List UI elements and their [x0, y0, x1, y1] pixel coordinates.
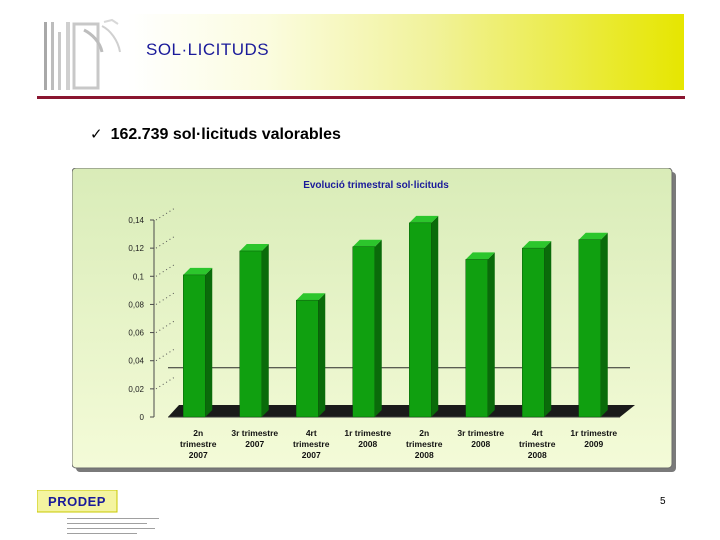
x-tick-label: 2n trimestre 2007: [180, 428, 217, 460]
chart-bar-front: [578, 239, 601, 418]
chart-title: Evolució trimestral sol·licituds: [303, 180, 449, 191]
chart-bar-top: [239, 243, 269, 251]
x-tick-label-line: 2n: [419, 428, 429, 438]
chart-bar: [183, 267, 213, 418]
x-tick-label-line: 2007: [302, 450, 321, 460]
page-title: SOL·LICITUDS: [146, 40, 270, 59]
x-tick-label-line: 2007: [189, 450, 208, 460]
chart-bar: [352, 239, 382, 418]
x-tick-label-line: 2007: [245, 439, 264, 449]
chart-bar-side: [487, 252, 495, 417]
y-tick-label: 0,1: [133, 272, 145, 281]
chart-bar-front: [296, 299, 319, 418]
x-tick-label: 1r trimestre 2008: [344, 428, 391, 449]
x-tick-label-line: 1r trimestre: [570, 428, 617, 438]
x-tick-label-line: 2n: [193, 428, 203, 438]
x-tick-label-line: trimestre: [180, 439, 217, 449]
institution-logo-icon: [44, 18, 121, 90]
x-tick-label: 4rt trimestre 2008: [519, 428, 556, 460]
x-tick-label-line: 2008: [358, 439, 377, 449]
x-tick-label-line: trimestre: [406, 439, 443, 449]
x-tick-label: 1r trimestre 2009: [570, 428, 617, 449]
prodep-logo-icon: PRODEP: [37, 490, 159, 534]
y-tick-label: 0,08: [128, 300, 144, 309]
chart-bar-side: [544, 241, 552, 417]
x-tick-label-line: 4rt: [532, 428, 543, 438]
chart-bar: [522, 241, 552, 418]
chart-bar: [239, 243, 269, 418]
chart-bar-front: [409, 222, 432, 418]
page-number: 5: [660, 496, 666, 507]
chart-bar-side: [318, 293, 326, 417]
header-band: [128, 14, 684, 90]
chart-bar-side: [431, 215, 439, 417]
chart-bar-top: [296, 293, 326, 301]
chart-bar-top: [578, 232, 608, 240]
chart-bar-top: [522, 241, 552, 249]
chart-bar-top: [465, 252, 495, 260]
chart-bar-front: [239, 250, 262, 418]
chart-floor: [168, 405, 635, 417]
x-tick-label-line: 2008: [415, 450, 434, 460]
chart-bar: [578, 232, 608, 418]
x-tick-label-line: 3r trimestre: [457, 428, 504, 438]
prodep-logo-text: PRODEP: [48, 494, 106, 509]
chart-bar-side: [261, 243, 269, 417]
chart-bar-front: [522, 247, 545, 418]
chart-bar-side: [374, 239, 382, 417]
checkmark-icon: ✓: [90, 125, 103, 143]
x-tick-label-line: 2008: [471, 439, 490, 449]
x-tick-label-line: 4rt: [306, 428, 317, 438]
y-tick-label: 0: [140, 413, 145, 422]
y-tick-label: 0,02: [128, 385, 144, 394]
x-tick-label: 3r trimestre 2008: [457, 428, 504, 449]
quarterly-applications-chart: Evolució trimestral sol·licituds 0 0,02 0,…: [72, 168, 676, 472]
y-tick-label: 0,06: [128, 329, 144, 338]
chart-bar-top: [352, 239, 382, 247]
chart-bar-side: [205, 267, 213, 417]
y-tick-label: 0,12: [128, 244, 144, 253]
y-tick-label: 0,14: [128, 216, 144, 225]
bullet-point: ✓ 162.739 sol·licituds valorables: [90, 125, 341, 144]
chart-bar-top: [183, 267, 213, 275]
bullet-text: 162.739 sol·licituds valorables: [110, 126, 341, 143]
chart-bar-side: [600, 232, 608, 417]
x-tick-label: 3r trimestre 2007: [231, 428, 278, 449]
x-tick-label-line: trimestre: [293, 439, 330, 449]
chart-bar-front: [465, 259, 488, 418]
chart-bar: [465, 252, 495, 418]
chart-bar: [409, 215, 439, 418]
y-tick-label: 0,04: [128, 357, 144, 366]
x-tick-label: 2n trimestre 2008: [406, 428, 443, 460]
chart-bar-front: [352, 246, 375, 418]
x-tick-label: 4rt trimestre 2007: [293, 428, 330, 460]
chart-bar: [296, 293, 326, 418]
x-tick-label-line: 1r trimestre: [344, 428, 391, 438]
header-divider: [37, 96, 685, 99]
chart-bar-front: [183, 274, 206, 418]
x-tick-label-line: 2008: [528, 450, 547, 460]
chart-bar-top: [409, 215, 439, 223]
x-tick-label-line: trimestre: [519, 439, 556, 449]
x-tick-label-line: 2009: [584, 439, 603, 449]
x-tick-label-line: 3r trimestre: [231, 428, 278, 438]
